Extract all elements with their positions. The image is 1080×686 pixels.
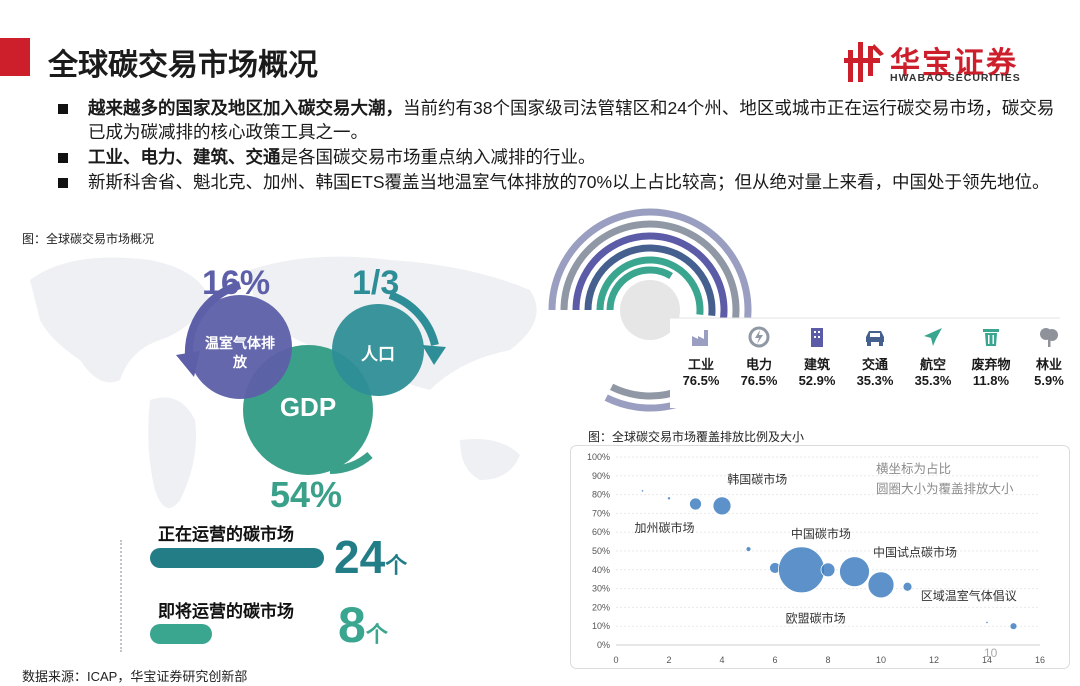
x-tick-label: 16 [1035,655,1045,665]
data-source: 数据来源：ICAP，华宝证券研究创新部 [22,666,247,685]
operating-markets-count: 24个 [334,530,407,584]
y-tick-label: 100% [587,452,610,462]
plane-icon [922,326,944,348]
car-icon [863,326,887,348]
bullet-item: 工业、电力、建筑、交通是各国碳交易市场重点纳入减排的行业。 [58,145,1058,169]
y-tick-label: 20% [592,602,610,612]
x-tick-label: 12 [929,655,939,665]
bullet-item: 新斯科舍省、魁北克、加州、韩国ETS覆盖当地温室气体排放的70%以上占比较高；但… [58,170,1058,194]
bubble-point [641,490,643,492]
bubble-point [713,497,731,515]
legend-note: 横坐标为占比 [876,461,951,476]
x-tick-label: 6 [772,655,777,665]
bullet-bold-text: 工业、电力、建筑、交通 [88,147,281,167]
ghg-label: 温室气体排放 [205,334,275,372]
bubble-annotation: 区域温室气体倡议 [921,588,1017,603]
bullet-item: 越来越多的国家及地区加入碳交易大潮，当前约有38个国家级司法管辖区和24个州、地… [58,96,1058,144]
building-icon [806,326,828,348]
sector-aviation: 航空 35.3% [904,326,962,388]
bullet-list: 越来越多的国家及地区加入碳交易大潮，当前约有38个国家级司法管辖区和24个州、地… [58,96,1058,195]
y-tick-label: 10% [592,621,610,631]
x-tick-label: 4 [719,655,724,665]
bubble-point [1010,623,1017,630]
bubble-annotation: 中国碳市场 [791,526,851,541]
sector-waste: 废弃物 11.8% [962,326,1020,388]
logo [844,40,888,89]
trash-icon [980,326,1002,348]
y-tick-label: 70% [592,508,610,518]
y-tick-label: 40% [592,565,610,575]
sector-legend: 工业 76.5% 电力 76.5% 建筑 52.9% 交通 35.3% 航空 3… [672,326,1078,388]
bullet-text: 新斯科舍省、魁北克、加州、韩国ETS覆盖当地温室气体排放的70%以上占比较高；但… [88,172,1050,192]
gdp-label: GDP [258,392,358,423]
upcoming-markets-bar [150,624,212,644]
page-number: 10 [984,646,997,660]
bubble-point [779,547,825,593]
bubble-chart-caption: 图：全球碳交易市场覆盖排放比例及大小 [588,428,804,445]
bubble-point [868,572,894,598]
population-pct: 1/3 [352,264,399,303]
y-tick-label: 60% [592,527,610,537]
bubble-annotation: 加州碳市场 [635,520,695,535]
y-tick-label: 0% [597,640,610,650]
page-title: 全球碳交易市场概况 [48,40,318,84]
legend-note: 圆圈大小为覆盖排放大小 [876,481,1014,496]
title-accent-bar [0,38,30,76]
bullet-text: 是各国碳交易市场重点纳入减排的行业。 [281,147,596,167]
gdp-pct: 54% [270,474,342,516]
markets-divider [120,540,124,652]
tree-icon [1038,326,1060,348]
bubble-annotation: 欧盟碳市场 [786,610,846,625]
bubble-point [840,557,870,587]
x-tick-label: 8 [825,655,830,665]
bubble-annotation: 中国试点碳市场 [873,545,957,560]
upcoming-markets-label: 即将运营的碳市场 [158,597,294,622]
sector-forestry: 林业 5.9% [1020,326,1078,388]
bullet-bold-text: 越来越多的国家及地区加入碳交易大潮， [88,98,403,118]
logo-mark-icon [844,40,888,84]
ghg-pct: 16% [202,264,270,303]
population-label: 人口 [348,340,408,365]
bubble-annotation: 韩国碳市场 [727,471,787,486]
bullet-square-icon [58,153,68,163]
population-arrowhead-icon [422,345,446,365]
y-tick-label: 80% [592,490,610,500]
power-icon [748,326,770,348]
bubble-point [986,621,988,623]
y-tick-label: 50% [592,546,610,556]
operating-markets-label: 正在运营的碳市场 [158,520,294,545]
x-tick-label: 10 [876,655,886,665]
operating-markets-bar [150,548,324,568]
bubble-point [667,497,670,500]
bubble-point [690,498,702,510]
sector-transport: 交通 35.3% [846,326,904,388]
sector-factory: 工业 76.5% [672,326,730,388]
sector-power: 电力 76.5% [730,326,788,388]
factory-icon [690,326,712,348]
bubble-point [821,563,835,577]
upcoming-markets-count: 8个 [338,596,388,654]
bullet-square-icon [58,178,68,188]
bubble-point [903,582,912,591]
logo-text-en: HWABAO SECURITIES [890,72,1021,84]
bubble-point [746,547,751,552]
sector-building: 建筑 52.9% [788,326,846,388]
y-tick-label: 30% [592,584,610,594]
x-tick-label: 0 [613,655,618,665]
x-tick-label: 2 [666,655,671,665]
bullet-square-icon [58,104,68,114]
y-tick-label: 90% [592,471,610,481]
